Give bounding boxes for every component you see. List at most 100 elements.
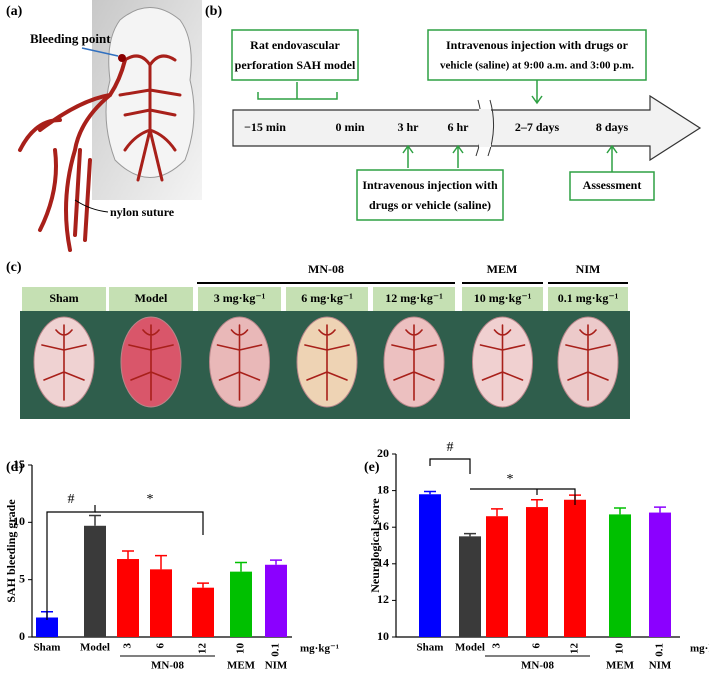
timeline-gap xyxy=(479,109,491,147)
x-tick-label: Sham xyxy=(34,642,61,654)
bleeding-point-marker xyxy=(118,54,126,62)
panel-label: (d) xyxy=(6,460,23,475)
y-tick-label: 0 xyxy=(19,629,25,643)
x-tick-label: 10 xyxy=(614,643,626,655)
photo-label: 6 mg·kg⁻¹ xyxy=(301,291,353,305)
group-label: MN-08 xyxy=(151,660,184,672)
label-strip xyxy=(286,287,368,311)
group-label: MN-08 xyxy=(308,262,344,276)
unit-label: mg·kg⁻¹ xyxy=(690,643,709,655)
x-tick-label: 3 xyxy=(122,643,134,649)
text-box xyxy=(356,169,504,221)
y-tick-label: 14 xyxy=(377,556,389,570)
x-tick-label: 12 xyxy=(569,643,581,655)
bar xyxy=(526,507,548,637)
y-tick-label: 20 xyxy=(377,446,389,460)
significance-bracket xyxy=(95,511,204,535)
group-label: NIM xyxy=(265,660,288,672)
label-strip xyxy=(548,287,628,311)
error-bar xyxy=(155,554,167,570)
photo-label: Model xyxy=(135,291,168,305)
y-tick-label: 5 xyxy=(19,571,25,585)
box-text: Intravenous injection with xyxy=(362,178,498,192)
pointer-line xyxy=(74,199,109,213)
y-tick-label: 18 xyxy=(377,482,389,496)
group-label: MEM xyxy=(487,262,518,276)
group-label: MEM xyxy=(227,660,256,672)
brain-vessels xyxy=(479,324,526,401)
panel-b: (b) Rat endovascular perforation SAH mod… xyxy=(205,4,702,221)
annotation: Bleeding point xyxy=(30,31,111,46)
carotid-vessels xyxy=(18,58,127,252)
arrow xyxy=(402,144,618,172)
x-tick-label: 6 xyxy=(531,643,543,649)
brain-vessels xyxy=(216,324,263,401)
text-box xyxy=(569,171,655,201)
bar xyxy=(564,499,586,637)
photo-label: Sham xyxy=(49,291,78,305)
error-bar xyxy=(614,507,626,515)
group-label: MEM xyxy=(606,660,635,672)
bar xyxy=(150,569,172,637)
box-text: Rat endovascular xyxy=(250,38,340,52)
brain-vessels xyxy=(304,324,350,401)
significance-bracket xyxy=(470,488,576,505)
time-label: 8 days xyxy=(596,120,629,134)
y-axis-label: Neurological score xyxy=(368,498,382,593)
panel-label: (e) xyxy=(364,460,380,475)
box-text: Assessment xyxy=(583,178,642,192)
x-tick-label: 6 xyxy=(155,643,167,649)
timeline-arrow xyxy=(232,94,702,162)
error-bar xyxy=(235,561,247,572)
box-text: drugs or vehicle (saline) xyxy=(369,198,491,212)
label-strip xyxy=(109,287,193,311)
photo-label: 0.1 mg·kg⁻¹ xyxy=(558,291,619,305)
bar xyxy=(649,512,671,637)
panel-a: (a) Bleeding point nylon suture xyxy=(6,0,202,252)
time-label: 3 hr xyxy=(398,120,420,134)
brain-vessels xyxy=(118,54,182,182)
label-strip xyxy=(373,287,455,311)
annotation: nylon suture xyxy=(110,205,175,219)
y-tick-label: 10 xyxy=(13,514,25,528)
bar xyxy=(36,617,58,637)
group-label: NIM xyxy=(649,660,672,672)
y-tick-label: 12 xyxy=(377,592,389,606)
x-tick-label: 12 xyxy=(197,643,209,655)
x-tick-label: Model xyxy=(80,642,110,654)
x-tick-label: Sham xyxy=(417,642,444,654)
significance-mark: # xyxy=(68,492,75,507)
x-tick-label: 10 xyxy=(235,643,247,655)
y-tick-label: 10 xyxy=(377,629,389,643)
significance-mark: # xyxy=(447,440,454,455)
pointer-arrow xyxy=(81,47,119,57)
error-bar xyxy=(424,490,436,495)
photo-label: 12 mg·kg⁻¹ xyxy=(385,291,443,305)
text-box xyxy=(231,29,359,81)
brain-vessels xyxy=(128,324,174,401)
bar xyxy=(265,564,287,637)
error-bar xyxy=(270,559,282,565)
photo-label: 10 mg·kg⁻¹ xyxy=(474,291,532,305)
bracket xyxy=(257,82,338,100)
box-text: perforation SAH model xyxy=(235,58,356,72)
error-bar xyxy=(197,582,209,588)
time-label: −15 min xyxy=(244,120,286,134)
bar xyxy=(609,514,631,637)
error-bar xyxy=(464,532,476,537)
box-text: vehicle (saline) at 9:00 a.m. and 3:00 p… xyxy=(440,60,634,72)
bar xyxy=(192,587,214,637)
panel-label: (a) xyxy=(6,4,23,19)
bar xyxy=(459,536,481,637)
error-bar xyxy=(122,550,134,560)
panel-c: (c) MN-08 MEM NIM Sham Model 3 mg·kg⁻¹ 6 mg… xyxy=(6,260,630,419)
time-label: 2–7 days xyxy=(515,120,560,134)
significance-bracket xyxy=(46,505,96,620)
error-bar xyxy=(531,499,543,508)
arrow xyxy=(531,80,543,105)
error-bar xyxy=(491,508,503,517)
bar xyxy=(230,571,252,637)
significance-mark: * xyxy=(147,492,154,507)
carotid-vessels xyxy=(73,148,92,242)
